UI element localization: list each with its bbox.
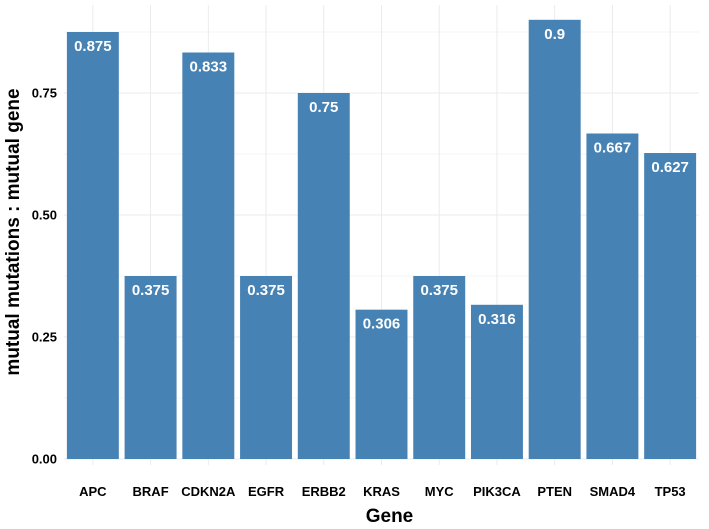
y-tick-label: 0.50 <box>32 208 57 223</box>
bar-egfr <box>240 276 293 459</box>
bar-value-label: 0.306 <box>363 316 401 333</box>
bar-tp53 <box>644 153 697 460</box>
bar-value-label: 0.375 <box>420 282 458 299</box>
y-axis-title: mutual mutations : mutual gene <box>3 88 24 375</box>
bar-pten <box>528 19 581 460</box>
y-tick-label: 0.00 <box>32 452 57 467</box>
bar-erbb2 <box>297 93 350 459</box>
x-tick-label: PTEN <box>537 484 572 499</box>
bar-value-label: 0.875 <box>74 38 112 55</box>
y-tick-label: 0.25 <box>32 330 57 345</box>
bars: 0.875 0.375 0.833 0.375 0.75 0.306 0.375 0.316 0… <box>66 19 697 460</box>
x-tick-label: ERBB2 <box>302 484 346 499</box>
x-tick-label: APC <box>79 484 107 499</box>
x-tick-label: CDKN2A <box>181 484 236 499</box>
bar-smad4 <box>586 133 639 459</box>
y-axis-ticks: 0.00 0.25 0.50 0.75 <box>32 86 57 467</box>
bar-apc <box>66 32 119 459</box>
bar-value-label: 0.316 <box>478 311 516 328</box>
bar-value-label: 0.375 <box>247 282 285 299</box>
y-tick-label: 0.75 <box>32 86 57 101</box>
bar-cdkn2a <box>182 52 235 459</box>
bar-pik3ca <box>470 304 523 459</box>
x-tick-label: SMAD4 <box>590 484 636 499</box>
bar-value-label: 0.627 <box>651 159 689 176</box>
x-tick-label: KRAS <box>363 484 400 499</box>
bar-value-label: 0.9 <box>544 26 565 43</box>
bar-value-label: 0.667 <box>594 140 632 157</box>
x-axis-title: Gene <box>366 506 414 527</box>
x-axis-ticks: APC BRAF CDKN2A EGFR ERBB2 KRAS MYC PIK3CA PTEN S… <box>79 484 686 499</box>
x-tick-label: MYC <box>425 484 455 499</box>
x-tick-label: TP53 <box>655 484 686 499</box>
bar-kras <box>355 309 408 459</box>
bar-value-label: 0.833 <box>190 58 228 75</box>
x-tick-label: EGFR <box>248 484 285 499</box>
x-tick-label: PIK3CA <box>473 484 521 499</box>
bar-value-label: 0.375 <box>132 282 170 299</box>
x-tick-label: BRAF <box>133 484 169 499</box>
bar-braf <box>124 276 177 459</box>
bar-myc <box>413 276 466 459</box>
bar-value-label: 0.75 <box>309 99 338 116</box>
